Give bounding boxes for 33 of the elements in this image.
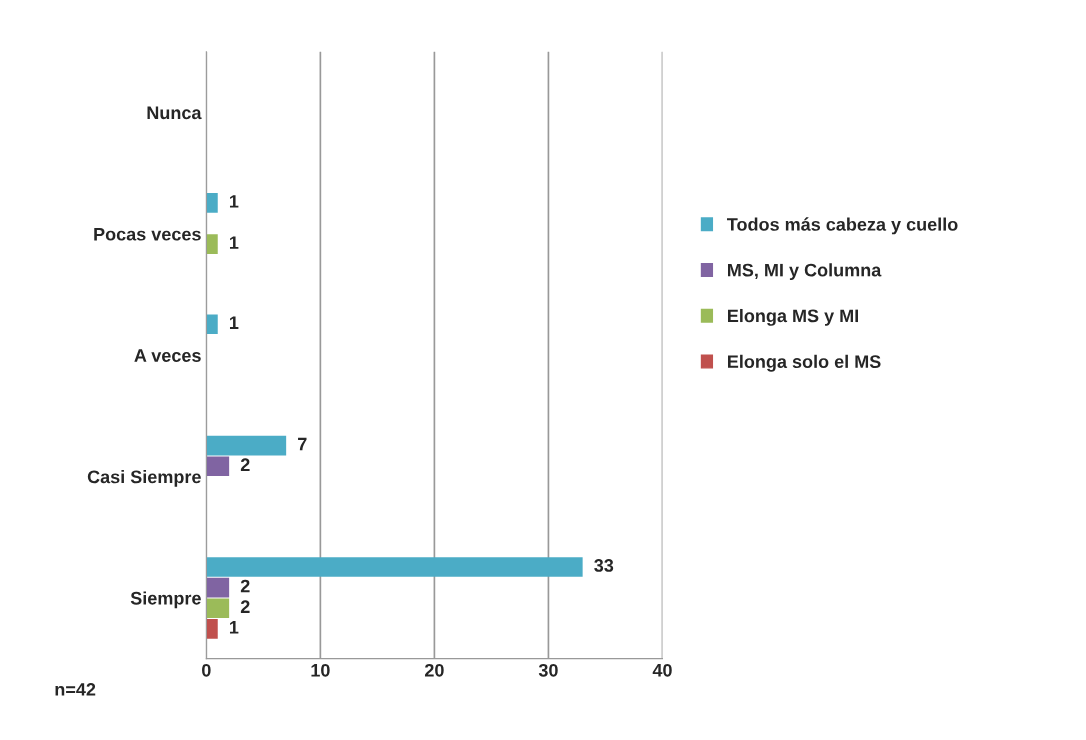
text: n=42 <box>55 682 96 696</box>
x-tick-label: 40 <box>652 663 672 677</box>
y-tick-label: Nunca <box>147 106 202 120</box>
bar <box>206 234 218 254</box>
bar <box>206 598 230 619</box>
data-label: 33 <box>594 559 614 572</box>
data-label: 1 <box>229 621 239 634</box>
bar <box>206 193 218 213</box>
bar <box>206 435 287 456</box>
legend-label: Todos más cabeza y cuello <box>727 217 958 235</box>
bar <box>206 314 218 335</box>
data-label: 1 <box>229 236 239 249</box>
y-tick-label: Pocas veces <box>94 227 201 241</box>
x-tick-label: 30 <box>538 663 558 677</box>
y-tick-label: Casi Siempre <box>87 470 201 487</box>
x-tick-label: 0 <box>202 663 211 677</box>
legend-label: Elonga MS y MI <box>728 308 859 326</box>
legend-label: Elonga solo el MS <box>728 354 881 372</box>
data-label: 2 <box>240 458 250 471</box>
y-tick-label: A veces <box>134 349 201 362</box>
data-label: 2 <box>240 600 250 613</box>
data-label: 2 <box>240 579 250 593</box>
bar <box>206 456 230 477</box>
data-label: 7 <box>298 437 307 451</box>
bar <box>206 577 230 598</box>
bar <box>206 557 583 577</box>
legend-label: MS, MI y Columna <box>728 263 882 281</box>
x-tick-label: 10 <box>311 663 330 677</box>
data-label: 1 <box>229 316 239 329</box>
y-tick-label: Siempre <box>130 591 201 609</box>
data-label: 1 <box>229 195 239 208</box>
x-tick-label: 20 <box>424 663 444 677</box>
bar <box>206 619 218 639</box>
